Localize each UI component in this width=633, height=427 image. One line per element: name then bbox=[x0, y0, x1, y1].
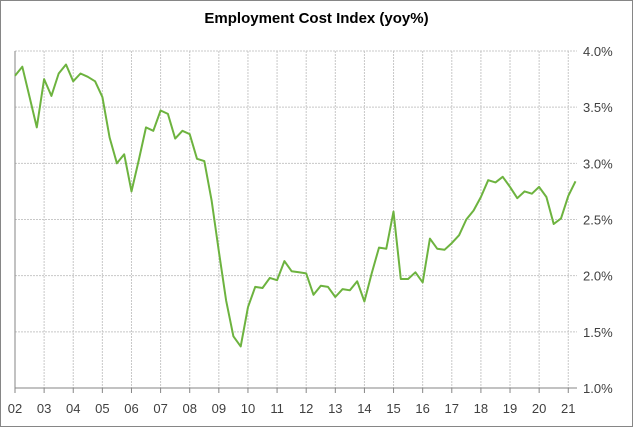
x-tick-label: 15 bbox=[386, 401, 400, 416]
x-tick-label: 17 bbox=[445, 401, 459, 416]
x-tick-label: 18 bbox=[474, 401, 488, 416]
x-tick-label: 13 bbox=[328, 401, 342, 416]
x-tick-label: 14 bbox=[357, 401, 371, 416]
y-tick-label: 3.5% bbox=[583, 100, 613, 115]
chart-title: Employment Cost Index (yoy%) bbox=[204, 10, 429, 27]
x-tick-label: 16 bbox=[415, 401, 429, 416]
x-tick-label: 10 bbox=[241, 401, 255, 416]
y-tick-label: 1.5% bbox=[583, 325, 613, 340]
x-tick-label: 11 bbox=[270, 401, 284, 416]
x-tick-label: 05 bbox=[95, 401, 109, 416]
x-tick-label: 21 bbox=[561, 401, 575, 416]
series-line bbox=[14, 63, 577, 348]
y-tick-label: 3.0% bbox=[583, 156, 613, 171]
x-tick-label: 09 bbox=[212, 401, 226, 416]
y-tick-label: 4.0% bbox=[583, 44, 613, 59]
x-tick-label: 03 bbox=[37, 401, 51, 416]
y-tick-label: 2.5% bbox=[583, 213, 613, 228]
y-tick-label: 1.0% bbox=[583, 381, 613, 396]
x-tick-label: 06 bbox=[124, 401, 138, 416]
x-tick-label: 07 bbox=[153, 401, 167, 416]
y-tick-label: 2.0% bbox=[583, 269, 613, 284]
x-tick-label: 20 bbox=[532, 401, 546, 416]
x-tick-label: 02 bbox=[8, 401, 22, 416]
x-tick-label: 08 bbox=[182, 401, 196, 416]
x-tick-label: 19 bbox=[503, 401, 517, 416]
x-tick-label: 12 bbox=[299, 401, 313, 416]
x-tick-label: 04 bbox=[66, 401, 80, 416]
